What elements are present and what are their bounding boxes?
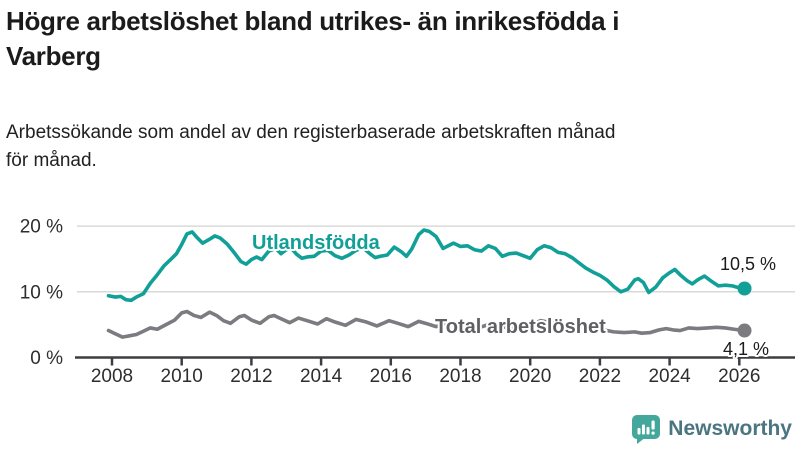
- y-tick-label: 20 %: [20, 217, 63, 238]
- x-tick-label: 2010: [161, 366, 203, 387]
- title-line-2: Varberg: [6, 40, 101, 71]
- subtitle-line-1: Arbetssökande som andel av den registerb…: [6, 122, 616, 143]
- logo-text: Newsworthy: [668, 417, 792, 440]
- series-label-total: Total arbetslöshet: [435, 316, 606, 338]
- newsworthy-logo: Newsworthy: [631, 414, 792, 444]
- x-tick-label: 2024: [648, 366, 691, 387]
- series-line: [106, 228, 747, 303]
- grid-layer: 0 % 10 % 20 % 2008 2010 2012 2014 2016 2018 2020 2…: [20, 217, 795, 387]
- x-tick-label: 2008: [91, 366, 133, 387]
- series-end-dot: [737, 281, 752, 296]
- end-value-label-utlandsfodda: 10,5 %: [720, 254, 776, 274]
- lines-layer: [106, 228, 747, 339]
- subtitle-line-2: för månad.: [6, 150, 97, 172]
- x-tick-label: 2012: [230, 366, 272, 387]
- y-tick-label: 10 %: [20, 282, 63, 303]
- y-tick-label: 0 %: [30, 348, 63, 369]
- bar-chart-speech-bubble-icon: [632, 415, 661, 444]
- x-tick-label: 2014: [300, 366, 343, 387]
- series-label-utlandsfodda: Utlandsfödda: [252, 232, 381, 254]
- x-tick-label: 2020: [509, 366, 551, 387]
- x-tick-label: 2022: [579, 366, 621, 387]
- x-tick-label: 2016: [370, 366, 412, 387]
- page-title: Högre arbetslöshet bland utrikes- än inr…: [6, 4, 796, 73]
- title-line-1: Högre arbetslöshet bland utrikes- än inr…: [6, 6, 620, 36]
- end-value-label-total: 4,1 %: [723, 339, 769, 359]
- x-tick-label: 2018: [439, 366, 481, 387]
- series-line: [106, 309, 747, 339]
- chart-subtitle: Arbetssökande som andel av den registerb…: [6, 119, 796, 175]
- series-end-dot: [737, 323, 752, 338]
- x-tick-label: 2026: [718, 366, 760, 387]
- dots-layer: [737, 281, 752, 338]
